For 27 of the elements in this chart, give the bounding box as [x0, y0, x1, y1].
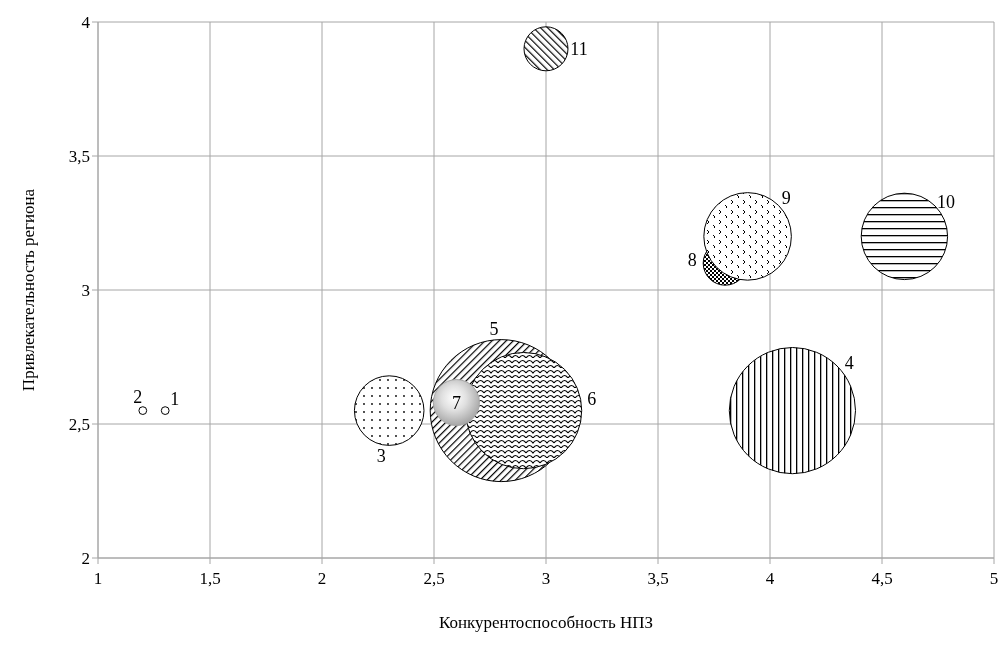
annotation: 4 — [844, 352, 854, 373]
annotation: 10 — [936, 191, 955, 212]
x-tick-label: 2,5 — [423, 569, 445, 589]
x-tick-label: 3,5 — [647, 569, 669, 589]
x-tick-label: 3 — [541, 569, 551, 589]
annotation: 8 — [687, 250, 697, 271]
annotation: 2 — [133, 386, 143, 407]
y-tick-label: 3 — [81, 281, 90, 301]
x-tick-label: 2 — [317, 569, 327, 589]
annotation: 11 — [570, 38, 588, 59]
y-tick-label: 4 — [81, 13, 91, 33]
annotation: 6 — [587, 388, 597, 409]
annotation: 5 — [489, 318, 499, 339]
x-tick-label: 4,5 — [871, 569, 893, 589]
x-tick-label: 1 — [93, 569, 103, 589]
annotation: 1 — [170, 389, 180, 410]
x-tick-label: 5 — [989, 569, 999, 589]
annotation: 7 — [451, 392, 461, 413]
annotation: 3 — [376, 445, 386, 466]
x-tick-label: 1,5 — [199, 569, 221, 589]
y-tick-label: 2,5 — [68, 415, 90, 435]
x-tick-label: 4 — [765, 569, 775, 589]
y-tick-label: 2 — [81, 549, 90, 569]
x-axis-title: Конкурентоспособность НПЗ — [438, 613, 654, 632]
y-tick-label: 3,5 — [68, 147, 90, 167]
y-axis-title: Привлекательность региона — [19, 188, 39, 392]
annotation: 9 — [781, 187, 791, 208]
